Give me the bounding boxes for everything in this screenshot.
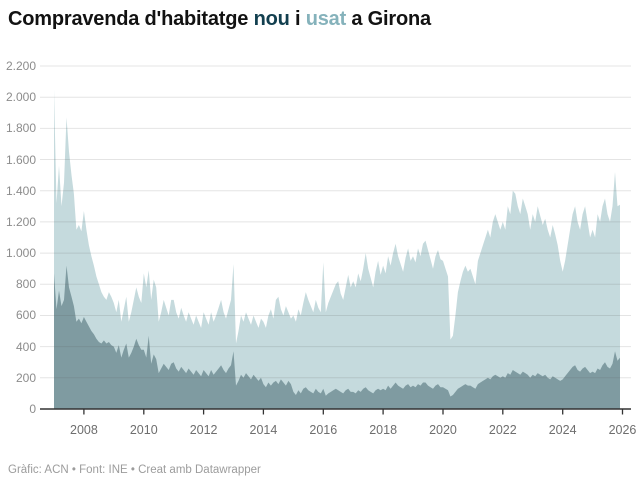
title-text: i	[289, 8, 306, 30]
page-title: Compravenda d'habitatge nou i usat a Gir…	[8, 6, 632, 32]
y-axis-label: 0	[29, 402, 36, 416]
x-axis-label: 2024	[548, 423, 577, 437]
y-axis-label: 600	[15, 308, 36, 323]
x-axis-label: 2016	[309, 423, 338, 437]
x-axis-label: 2022	[488, 423, 517, 437]
nou-area	[54, 265, 620, 409]
attribution-footer: Gràfic: ACN • Font: INE • Creat amb Data…	[8, 464, 261, 476]
usat-area	[54, 89, 620, 410]
x-axis-label: 2012	[189, 423, 218, 437]
x-axis-label: 2020	[429, 423, 457, 437]
y-axis-label: 1.600	[5, 152, 36, 167]
x-axis-label: 2014	[249, 423, 278, 437]
title-text: Compravenda d'habitatge	[8, 8, 254, 30]
y-axis-label: 1.000	[5, 246, 36, 261]
y-axis-label: 1.200	[5, 214, 36, 229]
y-axis-label: 2.000	[5, 90, 36, 105]
y-axis-label: 800	[15, 277, 36, 292]
x-axis-label: 2026	[608, 423, 637, 437]
x-axis-label: 2018	[369, 423, 398, 437]
x-axis-label: 2010	[129, 423, 158, 437]
title-series-usat: usat	[305, 8, 347, 30]
y-axis-label: 1.400	[5, 183, 36, 198]
title-text: a Girona	[346, 8, 431, 30]
y-axis-label: 200	[15, 370, 36, 385]
y-axis-label: 1.800	[5, 121, 36, 136]
y-axis-label: 2.200	[5, 59, 36, 73]
title-series-nou: nou	[253, 8, 290, 30]
y-axis-label: 400	[15, 339, 36, 354]
x-axis-label: 2008	[70, 423, 98, 437]
